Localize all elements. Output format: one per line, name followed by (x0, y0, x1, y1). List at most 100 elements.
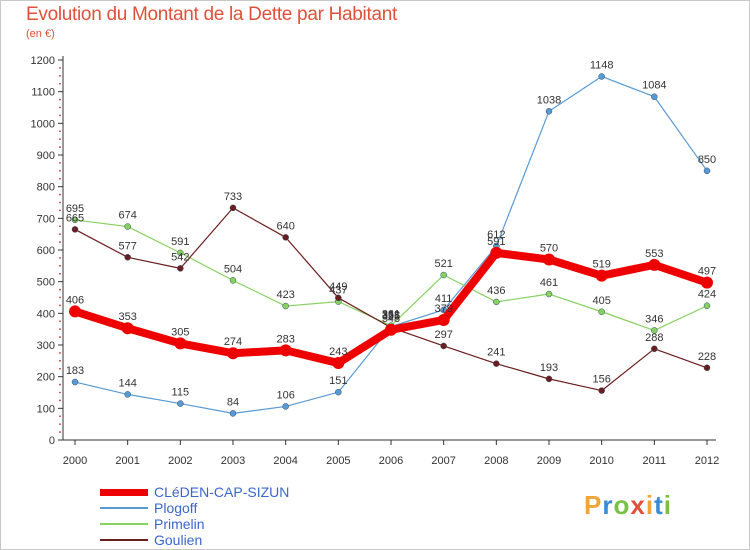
data-point (282, 234, 289, 241)
y-minor-tick (59, 367, 61, 370)
data-point (177, 265, 184, 272)
data-label: 193 (540, 362, 558, 374)
x-tick-label: 2012 (695, 455, 719, 467)
legend-item: Goulien (100, 532, 360, 548)
data-point (440, 271, 447, 279)
data-label: 379 (434, 303, 452, 315)
data-label: 283 (276, 333, 294, 345)
data-label: 733 (224, 191, 242, 203)
data-label: 665 (66, 212, 84, 224)
data-point (385, 323, 397, 336)
data-point (598, 308, 605, 315)
x-tick-label: 2003 (221, 455, 245, 467)
y-minor-tick (59, 304, 61, 307)
data-label: 437 (329, 285, 347, 297)
data-label: 411 (435, 293, 453, 305)
y-tick-label: 1200 (31, 55, 55, 67)
data-point (701, 276, 713, 289)
data-point (332, 357, 345, 370)
data-point (124, 223, 131, 230)
legend-swatch (100, 507, 148, 509)
data-label: 274 (224, 336, 242, 348)
data-label: 695 (66, 203, 84, 215)
data-label: 151 (329, 375, 347, 387)
data-label: 542 (171, 251, 189, 263)
x-tick-label: 2007 (431, 455, 455, 467)
data-label: 115 (172, 387, 190, 399)
y-minor-tick (59, 241, 61, 243)
data-point (490, 246, 503, 259)
y-tick-label: 600 (37, 245, 55, 257)
y-minor-tick (59, 209, 61, 212)
data-label: 243 (329, 346, 347, 358)
data-point (651, 327, 658, 334)
data-label: 591 (487, 236, 505, 248)
y-minor-tick (59, 225, 61, 228)
y-minor-tick (59, 431, 61, 433)
data-label: 449 (329, 281, 347, 293)
data-point (440, 342, 447, 350)
data-label: 504 (224, 263, 242, 275)
series-plogoff (71, 73, 711, 417)
legend-label: Goulien (154, 532, 203, 548)
x-tick-label: 2004 (273, 455, 297, 467)
x-tick-label: 2010 (589, 455, 613, 467)
y-tick-label: 300 (37, 340, 55, 352)
y-minor-tick (59, 336, 61, 338)
data-point (651, 345, 658, 353)
data-label: 228 (698, 351, 716, 363)
legend-swatch (100, 488, 148, 496)
series-line (74, 75, 708, 414)
y-minor-tick (59, 74, 61, 77)
y-minor-tick (59, 162, 61, 164)
data-label: 84 (227, 396, 239, 408)
y-tick-label: 1000 (31, 118, 55, 130)
y-minor-tick (59, 399, 61, 402)
data-label: 183 (66, 365, 84, 377)
data-label: 241 (487, 347, 505, 359)
data-point (121, 322, 134, 335)
data-point (493, 360, 500, 367)
data-label: 355 (382, 311, 400, 323)
logo-letter: P (584, 490, 603, 520)
data-label: 521 (434, 258, 452, 270)
data-label: 288 (645, 332, 663, 344)
y-tick-label: 0 (49, 435, 55, 447)
logo-letter: t (654, 490, 664, 520)
data-label: 156 (592, 374, 610, 386)
data-point (229, 204, 237, 212)
data-label: 553 (645, 248, 663, 260)
data-label: 348 (382, 313, 400, 325)
y-minor-tick (59, 288, 61, 291)
x-tick-label: 2001 (115, 455, 139, 467)
logo-letter: i (663, 490, 672, 520)
data-point (69, 305, 81, 318)
data-point (703, 364, 711, 372)
y-tick-label: 1100 (31, 87, 55, 99)
y-tick-label: 100 (37, 403, 55, 415)
y-tick-label: 400 (37, 308, 55, 320)
y-minor-tick (59, 114, 61, 117)
y-tick-label: 200 (37, 372, 55, 384)
y-minor-tick (59, 328, 61, 331)
y-minor-tick (59, 201, 61, 204)
x-tick-label: 2006 (379, 455, 403, 467)
legend-swatch (100, 523, 148, 525)
data-label: 405 (592, 295, 610, 307)
data-point (335, 294, 342, 302)
y-tick-label: 700 (37, 213, 55, 225)
y-minor-tick (59, 383, 61, 386)
data-point (71, 216, 79, 224)
data-point (648, 258, 661, 271)
data-point (595, 269, 608, 282)
data-label: 297 (434, 329, 452, 341)
series-line (74, 207, 708, 392)
y-minor-tick (59, 391, 61, 394)
proxiti-logo: Proxiti (584, 490, 672, 521)
data-point (545, 290, 553, 298)
legend-item: CLéDEN-CAP-SIZUN (100, 484, 360, 500)
y-minor-tick (59, 130, 61, 133)
data-label: 353 (118, 311, 136, 323)
y-minor-tick (59, 146, 61, 148)
x-tick-label: 2002 (168, 455, 192, 467)
